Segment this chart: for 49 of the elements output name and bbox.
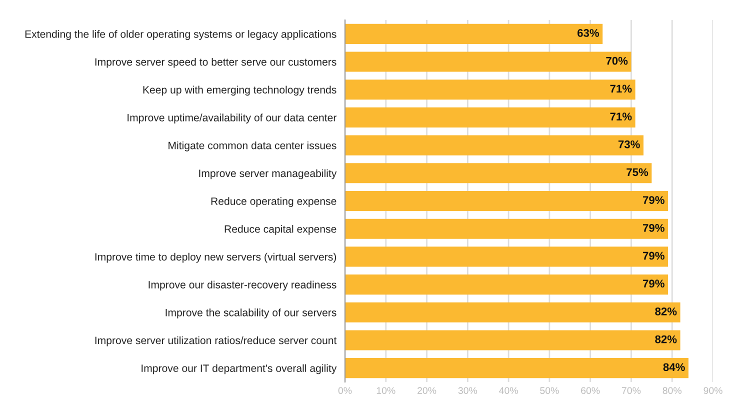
x-tick-label: 80% <box>662 387 682 394</box>
y-tick-label: Extending the life of older operating systems or legacy applications <box>25 30 336 40</box>
bar <box>345 358 688 378</box>
data-label: 71% <box>610 112 632 120</box>
data-label: 79% <box>642 252 664 260</box>
y-tick-label: Reduce capital expense <box>224 225 336 235</box>
x-tick-label: 70% <box>622 387 641 394</box>
bar <box>345 24 603 44</box>
bar <box>345 190 668 212</box>
data-label: 79% <box>642 280 664 288</box>
x-tick-label: 90% <box>704 387 722 394</box>
x-tick-label: 60% <box>581 387 600 394</box>
y-tick-label: Mitigate common data center issues <box>168 141 336 152</box>
y-tick-label: Improve uptime/availability of our data center <box>128 114 337 124</box>
x-tick-label: 10% <box>376 387 396 394</box>
x-tick-label: 0% <box>338 387 352 394</box>
y-tick-label: Improve server speed to better serve our customers <box>95 58 336 68</box>
y-tick-label: Improve our IT department's overall agility <box>142 364 337 374</box>
x-tick-label: 50% <box>540 387 559 394</box>
bar <box>345 163 652 184</box>
y-tick-label: Improve server manageability <box>199 169 337 180</box>
data-label: 84% <box>663 363 685 372</box>
data-label: 79% <box>642 224 664 232</box>
y-tick-label: Reduce operating expense <box>211 197 336 208</box>
data-label: 82% <box>655 335 677 344</box>
bar <box>345 302 680 322</box>
bar <box>345 107 636 128</box>
bar <box>345 218 668 239</box>
y-tick-label: Improve server utilization ratios/reduce server count <box>95 336 337 346</box>
y-tick-label: Improve our disaster-recovery readiness <box>148 280 336 291</box>
y-tick-label: Keep up with emerging technology trends <box>143 86 336 96</box>
data-label: 79% <box>642 196 664 204</box>
data-label: 70% <box>606 56 628 65</box>
bar <box>345 52 632 72</box>
y-tick-label: Improve the scalability of our servers <box>166 308 336 318</box>
bar <box>345 274 668 295</box>
data-label: 75% <box>626 168 648 176</box>
x-tick-label: 40% <box>499 387 518 394</box>
data-label: 73% <box>618 140 640 148</box>
bar <box>345 330 680 350</box>
bar <box>345 80 636 100</box>
data-label: 63% <box>577 29 600 37</box>
data-label: 71% <box>610 84 632 93</box>
x-tick-label: 30% <box>458 387 478 394</box>
data-label: 82% <box>655 308 677 316</box>
bar <box>345 135 644 156</box>
x-tick-label: 20% <box>418 387 436 394</box>
bar <box>345 246 668 267</box>
y-tick-label: Improve time to deploy new servers (virtual servers) <box>95 252 336 263</box>
